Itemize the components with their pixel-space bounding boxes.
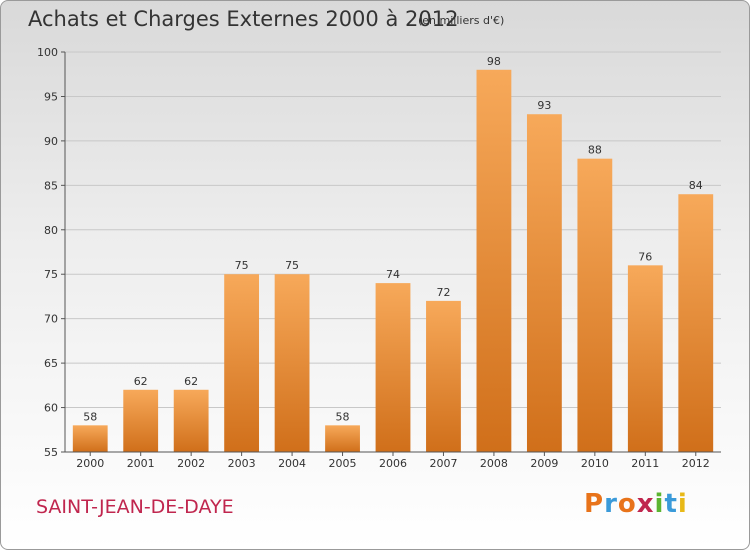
bar	[173, 389, 209, 452]
x-tick-label: 2001	[127, 457, 155, 470]
data-label: 76	[638, 250, 652, 263]
bars	[72, 69, 714, 453]
x-tick-label: 2004	[278, 457, 306, 470]
bar	[426, 300, 461, 452]
x-tick-label: 2009	[530, 457, 558, 470]
data-label: 58	[83, 410, 97, 423]
data-label: 72	[436, 286, 450, 299]
x-tick-label: 2005	[329, 457, 357, 470]
proxiti-logo: Proxiti	[584, 489, 688, 519]
x-axis: 2000 2001 2002 2003 2004 2005 2006 2007 2008 2009…	[65, 451, 721, 470]
y-tick-label: 70	[44, 313, 58, 326]
bar	[375, 283, 411, 452]
data-label: 84	[689, 179, 703, 192]
x-tick-label: 2000	[76, 457, 104, 470]
x-tick-label: 2007	[429, 457, 457, 470]
data-label: 62	[134, 375, 148, 388]
x-tick-label: 2006	[379, 457, 407, 470]
data-label: 88	[588, 144, 602, 157]
x-tick-label: 2010	[581, 457, 609, 470]
data-label: 75	[235, 259, 249, 272]
bar	[224, 274, 260, 452]
logo-letter: i	[654, 489, 665, 519]
bar	[678, 194, 714, 452]
data-label: 74	[386, 268, 400, 281]
chart-subtitle: (en milliers d'€)	[418, 14, 505, 27]
y-tick-label: 90	[44, 135, 58, 148]
x-tick-label: 2002	[177, 457, 205, 470]
logo-letter: r	[604, 489, 618, 519]
y-tick-label: 55	[44, 446, 58, 459]
data-label: 58	[336, 410, 350, 423]
logo-letter: P	[584, 489, 605, 519]
bar	[526, 114, 562, 452]
x-tick-label: 2008	[480, 457, 508, 470]
logo-letter: x	[636, 489, 655, 519]
y-tick-label: 80	[44, 224, 58, 237]
logo-letter: t	[664, 489, 678, 519]
chart-title: Achats et Charges Externes 2000 à 2012	[28, 7, 459, 31]
data-label: 93	[537, 99, 551, 112]
logo-letter: i	[677, 489, 688, 519]
y-tick-label: 65	[44, 357, 58, 370]
y-tick-label: 95	[44, 90, 58, 103]
commune-name: SAINT-JEAN-DE-DAYE	[36, 496, 234, 518]
bar	[627, 265, 663, 452]
x-tick-label: 2003	[228, 457, 256, 470]
y-tick-label: 60	[44, 402, 58, 415]
bar	[274, 274, 310, 452]
bar	[476, 69, 512, 453]
data-label: 75	[285, 259, 299, 272]
bar	[325, 425, 360, 452]
data-label: 62	[184, 375, 198, 388]
bar	[577, 158, 613, 452]
y-tick-label: 75	[44, 268, 58, 281]
y-tick-label: 85	[44, 179, 58, 192]
y-axis: 55 60 65 70 75 80 85 90 95 100	[37, 46, 66, 459]
logo-letter: o	[617, 489, 637, 519]
data-labels: 58 62 62 75 75 58 74 72 98 93 88 76 84	[83, 55, 703, 424]
bar	[123, 389, 159, 452]
x-tick-label: 2011	[631, 457, 659, 470]
y-tick-label: 100	[37, 46, 58, 59]
x-tick-label: 2012	[682, 457, 710, 470]
data-label: 98	[487, 55, 501, 68]
bar	[72, 425, 108, 452]
